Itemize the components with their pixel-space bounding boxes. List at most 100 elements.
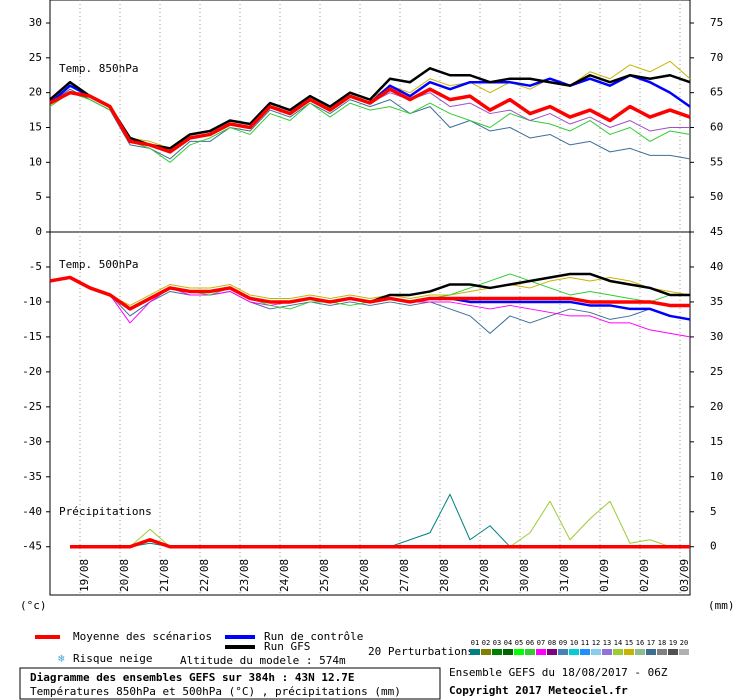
x-tick-label: 22/08 xyxy=(198,559,211,592)
perturbation-swatch xyxy=(668,649,678,655)
y2-tick-label: 45 xyxy=(710,225,723,238)
x-tick-label: 26/08 xyxy=(358,559,371,592)
y-tick-label: 0 xyxy=(35,225,42,238)
perturbation-swatch xyxy=(503,649,513,655)
y-tick-label: 25 xyxy=(29,51,42,64)
series-line xyxy=(49,275,690,311)
perturbation-number: 09 xyxy=(559,639,567,647)
x-tick-label: 02/09 xyxy=(638,559,651,592)
panel-label: Temp. 850hPa xyxy=(59,62,138,75)
x-tick-label: 27/08 xyxy=(398,559,411,592)
altitude: Altitude du modele : 574m xyxy=(180,654,346,667)
perturbation-number: 14 xyxy=(614,639,622,647)
series-line xyxy=(49,87,691,154)
x-tick-label: 20/08 xyxy=(118,559,131,592)
perturbation-number: 05 xyxy=(515,639,523,647)
perturbation-number: 07 xyxy=(537,639,545,647)
snow-icon: ❄ xyxy=(58,652,65,665)
y-tick-label: -25 xyxy=(22,400,42,413)
y-tick-label: -15 xyxy=(22,330,42,343)
footer-title: Diagramme des ensembles GEFS sur 384h : … xyxy=(30,671,355,684)
perturbation-swatch xyxy=(492,649,502,655)
y2-tick-label: 40 xyxy=(710,260,723,273)
perturbation-number: 02 xyxy=(482,639,490,647)
x-tick-label: 30/08 xyxy=(518,559,531,592)
perturbation-number: 18 xyxy=(658,639,666,647)
perturbation-number: 03 xyxy=(493,639,501,647)
y-tick-label: 10 xyxy=(29,155,42,168)
perturbation-number: 13 xyxy=(603,639,611,647)
perturbation-swatch xyxy=(580,649,590,655)
plot-frame xyxy=(49,0,691,596)
perturbation-swatch xyxy=(547,649,557,655)
perturbation-swatch xyxy=(481,649,491,655)
y2-tick-label: 0 xyxy=(710,540,717,553)
series-line xyxy=(49,276,691,306)
perturbation-swatch xyxy=(569,649,579,655)
y-tick-label: -5 xyxy=(29,260,42,273)
perturbation-swatch xyxy=(514,649,524,655)
panel-label: Précipitations xyxy=(59,505,152,518)
perturbation-swatch xyxy=(558,649,568,655)
perturbation-number: 10 xyxy=(570,639,578,647)
footer-subtitle: Températures 850hPa et 500hPa (°C) , pré… xyxy=(30,685,401,698)
perturbation-swatch xyxy=(525,649,535,655)
y2-tick-label: 30 xyxy=(710,330,723,343)
perturbation-swatch xyxy=(591,649,601,655)
perturbation-swatch xyxy=(635,649,645,655)
y2-tick-label: 15 xyxy=(710,435,723,448)
y2-tick-label: 25 xyxy=(710,365,723,378)
x-tick-label: 31/08 xyxy=(558,559,571,592)
perturbation-swatch xyxy=(679,649,689,655)
series-line xyxy=(49,88,691,160)
y2-tick-label: 20 xyxy=(710,400,723,413)
y-tick-label: -35 xyxy=(22,470,42,483)
y2-tick-label: 75 xyxy=(710,16,723,29)
x-tick-label: 21/08 xyxy=(158,559,171,592)
y2-tick-label: 70 xyxy=(710,51,723,64)
y2-tick-label: 35 xyxy=(710,295,723,308)
perturbation-swatch xyxy=(602,649,612,655)
run-info: Ensemble GEFS du 18/08/2017 - 06Z xyxy=(449,666,668,679)
y-unit: (°c) xyxy=(20,599,47,612)
y2-tick-label: 60 xyxy=(710,120,723,133)
x-tick-label: 28/08 xyxy=(438,559,451,592)
perturbation-number: 15 xyxy=(625,639,633,647)
perturbations-title: 20 Perturbations xyxy=(368,645,474,658)
copyright: Copyright 2017 Meteociel.fr xyxy=(449,684,628,697)
x-tick-label: 24/08 xyxy=(278,559,291,592)
series-line xyxy=(70,493,690,548)
y-tick-label: -10 xyxy=(22,295,42,308)
series-line xyxy=(70,500,690,548)
series-line xyxy=(70,537,690,549)
legend-label: Risque neige xyxy=(73,652,152,665)
perturbation-number: 12 xyxy=(592,639,600,647)
y-tick-label: -20 xyxy=(22,365,42,378)
x-tick-label: 03/09 xyxy=(678,559,691,592)
panel-label: Temp. 500hPa xyxy=(59,258,138,271)
perturbation-number: 08 xyxy=(548,639,556,647)
y2-unit: (mm) xyxy=(708,599,735,612)
perturbation-swatch xyxy=(624,649,634,655)
perturbation-number: 01 xyxy=(471,639,479,647)
y-tick-label: 20 xyxy=(29,86,42,99)
perturbation-number: 16 xyxy=(636,639,644,647)
y2-tick-label: 65 xyxy=(710,86,723,99)
y-tick-label: 15 xyxy=(29,120,42,133)
series-line xyxy=(49,276,691,338)
y-tick-label: -40 xyxy=(22,505,42,518)
perturbation-swatch xyxy=(646,649,656,655)
y-tick-label: 5 xyxy=(35,190,42,203)
perturbation-number: 17 xyxy=(647,639,655,647)
y-tick-label: -45 xyxy=(22,540,42,553)
x-tick-label: 23/08 xyxy=(238,559,251,592)
perturbation-number: 11 xyxy=(581,639,589,647)
perturbation-number: 20 xyxy=(680,639,688,647)
perturbation-number: 04 xyxy=(504,639,512,647)
legend-label: Run de contrôle xyxy=(264,630,363,643)
series-line xyxy=(49,276,691,334)
perturbation-number: 19 xyxy=(669,639,677,647)
perturbation-swatch xyxy=(613,649,623,655)
perturbation-swatch xyxy=(536,649,546,655)
